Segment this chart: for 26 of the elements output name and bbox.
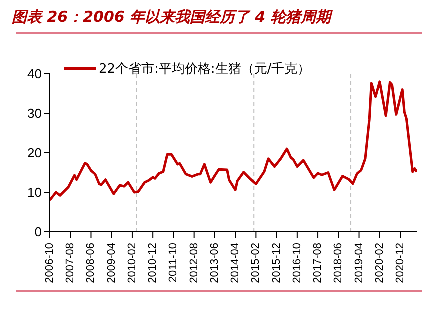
x-tick-label: 2016-10	[291, 243, 304, 284]
y-tick-label: 40	[28, 66, 42, 82]
x-tick-label: 2009-04	[106, 243, 118, 284]
x-tick-label: 2006-10	[44, 243, 56, 284]
x-tick-label: 2011-10	[168, 243, 180, 283]
x-tick-label: 2017-08	[312, 243, 324, 284]
x-tick-label: 2010-02	[126, 243, 138, 284]
y-tick-label: 0	[34, 224, 42, 240]
x-tick-label: 2013-06	[208, 243, 221, 284]
x-tick-label: 2020-12	[394, 243, 407, 284]
x-tick-label: 2012-08	[188, 243, 200, 284]
y-tick-label: 30	[28, 106, 42, 122]
x-tick-label: 2010-12	[147, 243, 160, 284]
line-series	[50, 80, 417, 202]
x-tick-label: 2007-08	[64, 243, 77, 284]
y-tick-label: 10	[28, 185, 42, 200]
x-tick-label: 2008-06	[85, 243, 98, 284]
x-tick-label: 2015-02	[250, 243, 262, 284]
x-tick-label: 2018-06	[332, 243, 345, 284]
x-tick-label: 2015-12	[270, 243, 283, 284]
chart-title: 图表 26：2006 年以来我国经历了 4 轮猪周期	[12, 8, 331, 27]
x-tick-label: 2019-04	[353, 243, 366, 284]
legend-label: 22个省市:平均价格:生猪（元/千克）	[99, 61, 311, 78]
y-tick-label: 20	[28, 146, 42, 161]
x-tick-label: 2014-04	[230, 243, 242, 284]
x-tick-label: 2020-02	[374, 243, 386, 284]
